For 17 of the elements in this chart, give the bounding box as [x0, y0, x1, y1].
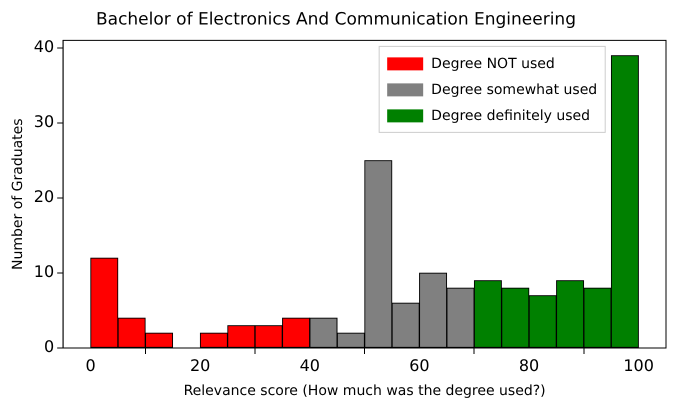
y-tick-label: 20	[34, 187, 54, 206]
y-tick-label: 40	[34, 37, 54, 56]
x-tick-label: 0	[85, 356, 96, 375]
x-tick-label: 40	[300, 356, 320, 375]
legend-label: Degree NOT used	[431, 56, 555, 72]
x-tick-label: 100	[623, 356, 654, 375]
legend-label: Degree somewhat used	[431, 82, 598, 98]
y-tick-label: 0	[44, 337, 54, 356]
x-tick-label: 80	[518, 356, 540, 375]
legend-label: Degree definitely used	[431, 108, 590, 124]
x-tick-label: 20	[190, 356, 210, 375]
x-tick-label: 60	[409, 356, 430, 375]
y-tick-label: 10	[34, 262, 54, 282]
x-axis-title: Relevance score (How much was the degree used?)	[184, 383, 546, 400]
chart-title: Bachelor of Electronics And Communication Engineering	[96, 10, 576, 30]
y-tick-label: 30	[34, 112, 54, 132]
y-axis-title: Number of Graduates	[10, 118, 26, 270]
